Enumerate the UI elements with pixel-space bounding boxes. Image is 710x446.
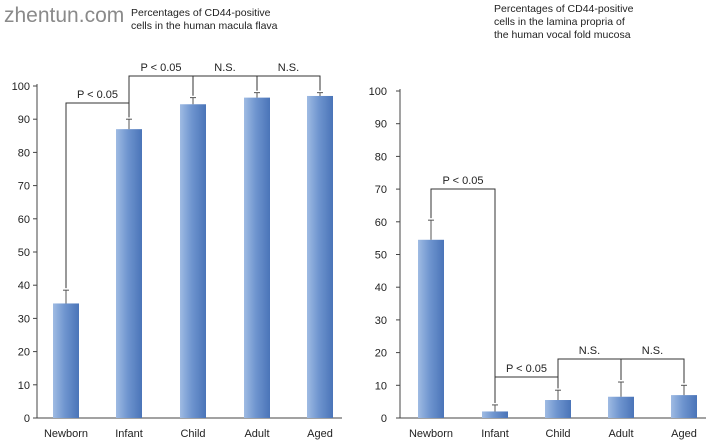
significance-label: N.S. — [278, 62, 299, 74]
significance-label: P < 0.05 — [442, 175, 483, 187]
y-tick-label: 50 — [18, 247, 30, 259]
y-tick-label: 10 — [375, 380, 387, 392]
y-tick-label: 90 — [18, 114, 30, 126]
bar-child — [180, 104, 206, 418]
bar-newborn — [418, 239, 444, 418]
y-tick-label: 20 — [375, 348, 387, 360]
significance-label: N.S. — [642, 345, 663, 357]
significance-bracket — [256, 75, 321, 91]
significance-bracket — [620, 358, 685, 384]
category-label: Infant — [481, 428, 509, 440]
bar-infant — [482, 411, 508, 418]
category-label: Newborn — [409, 428, 453, 440]
y-tick-label: 100 — [369, 86, 387, 98]
significance-label: P < 0.05 — [77, 89, 118, 101]
y-tick-label: 40 — [18, 280, 30, 292]
significance-bracket — [494, 376, 559, 403]
y-tick-label: 30 — [375, 315, 387, 327]
y-tick-label: 10 — [18, 380, 30, 392]
y-tick-label: 90 — [375, 119, 387, 131]
y-tick-label: 70 — [18, 181, 30, 193]
category-label: Child — [545, 428, 570, 440]
bar-child — [545, 400, 571, 418]
significance-bracket — [557, 358, 622, 389]
y-tick-label: 60 — [18, 214, 30, 226]
significance-bracket — [430, 188, 496, 403]
y-tick-label: 50 — [375, 250, 387, 262]
bar-infant — [116, 129, 142, 418]
significance-label: N.S. — [579, 345, 600, 357]
category-label: Newborn — [44, 428, 88, 440]
significance-label: P < 0.05 — [506, 363, 547, 375]
chart-macula-flava: 0 10 20 30 40 50 60 70 80 90 100 Newborn Infant Child… — [12, 62, 342, 440]
category-label: Child — [180, 428, 205, 440]
y-tick-label: 70 — [375, 184, 387, 196]
y-tick-label: 40 — [375, 282, 387, 294]
y-tick-label: 30 — [18, 313, 30, 325]
bar-aged — [307, 95, 333, 419]
significance-label: P < 0.05 — [140, 62, 181, 74]
significance-label: N.S. — [214, 62, 235, 74]
chart-lamina-propria: 0 10 20 30 40 50 60 70 80 90 100 Newborn Infant Child… — [369, 86, 706, 440]
y-tick-label: 0 — [24, 413, 30, 425]
category-label: Infant — [115, 428, 143, 440]
category-label: Adult — [608, 428, 633, 440]
y-tick-label: 80 — [18, 147, 30, 159]
bar-adult — [244, 97, 270, 419]
bar-aged — [671, 395, 697, 418]
y-tick-label: 20 — [18, 347, 30, 359]
bar-newborn — [53, 303, 79, 418]
chart-title-right: Percentages of CD44-positive cells in th… — [494, 3, 634, 41]
y-tick-label: 80 — [375, 151, 387, 163]
category-label: Aged — [671, 428, 697, 440]
significance-bracket — [192, 75, 258, 96]
category-label: Aged — [307, 428, 333, 440]
watermark: zhentun.com — [4, 4, 125, 27]
y-tick-label: 0 — [381, 413, 387, 425]
y-tick-label: 60 — [375, 217, 387, 229]
bar-adult — [608, 396, 634, 418]
chart-title-left: Percentages of CD44-positive cells in th… — [131, 7, 278, 32]
y-tick-label: 100 — [12, 81, 30, 93]
category-label: Adult — [244, 428, 269, 440]
